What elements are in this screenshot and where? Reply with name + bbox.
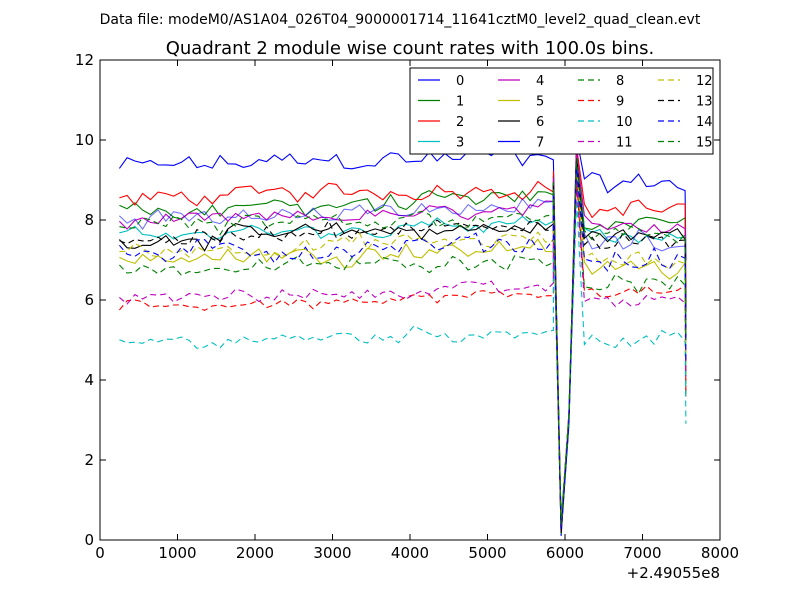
series-line-6 bbox=[118, 158, 687, 526]
legend-label-1: 1 bbox=[456, 95, 464, 110]
series-line-12 bbox=[119, 167, 687, 522]
series-line-8 bbox=[119, 177, 687, 535]
legend-label-15: 15 bbox=[696, 136, 713, 151]
y-tick-label: 6 bbox=[84, 291, 94, 309]
x-tick-label: 4000 bbox=[391, 544, 429, 562]
x-tick-label: 8000 bbox=[701, 544, 739, 562]
legend-label-6: 6 bbox=[536, 115, 544, 130]
x-tick-label: 6000 bbox=[546, 544, 584, 562]
series-line-14 bbox=[118, 167, 687, 529]
legend-label-5: 5 bbox=[536, 95, 544, 110]
x-tick-label: 3000 bbox=[313, 544, 351, 562]
series-line-3 bbox=[119, 158, 687, 522]
y-tick-label: 2 bbox=[84, 451, 94, 469]
x-tick-label: 2000 bbox=[236, 544, 274, 562]
legend-label-3: 3 bbox=[456, 136, 464, 151]
series-line-4 bbox=[119, 153, 687, 528]
series-line-15 bbox=[119, 158, 687, 525]
legend-label-12: 12 bbox=[696, 74, 713, 89]
series-line-7 bbox=[119, 159, 687, 531]
y-tick-label: 0 bbox=[84, 531, 94, 549]
legend-label-0: 0 bbox=[456, 74, 464, 89]
chart-title: Quadrant 2 module wise count rates with … bbox=[166, 38, 655, 59]
series-line-0 bbox=[118, 137, 687, 536]
legend-label-8: 8 bbox=[616, 74, 624, 89]
suptitle: Data file: modeM0/AS1A04_026T04_90000017… bbox=[100, 12, 701, 28]
axis-ticks: 0 1000 2000 3000 4000 5000 6000 7000 80000246810… bbox=[75, 51, 739, 562]
x-offset-label: +2.49055e8 bbox=[627, 564, 720, 582]
legend-label-2: 2 bbox=[456, 115, 464, 130]
series-line-10 bbox=[119, 199, 687, 522]
legend-label-11: 11 bbox=[616, 136, 633, 151]
x-tick-label: 1000 bbox=[158, 544, 196, 562]
series-line-9 bbox=[118, 180, 687, 532]
legend-label-7: 7 bbox=[536, 136, 544, 151]
legend-label-9: 9 bbox=[616, 95, 624, 110]
series-line-11 bbox=[119, 183, 687, 532]
legend-label-4: 4 bbox=[536, 74, 544, 89]
y-tick-label: 12 bbox=[75, 51, 94, 69]
series-line-2 bbox=[119, 147, 687, 522]
y-tick-label: 10 bbox=[75, 131, 94, 149]
x-tick-label: 5000 bbox=[468, 544, 506, 562]
y-tick-label: 8 bbox=[84, 211, 94, 229]
legend-label-14: 14 bbox=[696, 115, 713, 130]
series-lines bbox=[118, 137, 687, 536]
series-line-5 bbox=[119, 171, 687, 532]
x-tick-label: 0 bbox=[95, 544, 105, 562]
legend-box bbox=[409, 67, 714, 155]
legend-label-10: 10 bbox=[616, 115, 633, 130]
y-tick-label: 4 bbox=[84, 371, 94, 389]
x-tick-label: 7000 bbox=[623, 544, 661, 562]
legend-label-13: 13 bbox=[696, 95, 713, 110]
series-line-1 bbox=[119, 151, 687, 523]
